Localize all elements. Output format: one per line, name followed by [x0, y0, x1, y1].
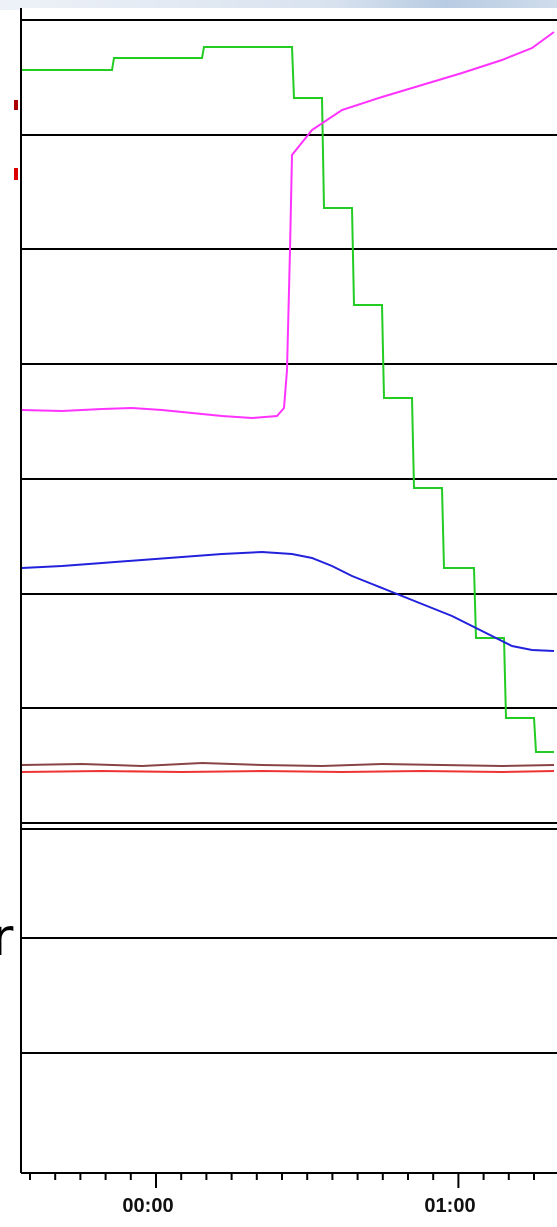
series-line-0: [22, 46, 554, 753]
gridlines: [22, 19, 557, 1054]
window-top-strip: [0, 0, 557, 10]
x-axis-labels: 00:00 01:00: [122, 1195, 475, 1217]
x-tick-label-0100: 01:00: [424, 1195, 475, 1217]
cropped-glyph: r: [0, 908, 14, 968]
series-line-2: [21, 550, 555, 652]
marker-mark: [14, 100, 18, 110]
series-line-3: [21, 769, 555, 774]
x-axis-ticks: [29, 1173, 535, 1188]
series-line-1: [21, 31, 555, 420]
x-tick-label-0000: 00:00: [122, 1195, 173, 1217]
series-line-4: [21, 761, 555, 768]
series-layer: [21, 31, 555, 774]
marker-mark: [14, 168, 18, 180]
plot-area: [22, 8, 557, 1173]
left-edge-marks: [14, 100, 18, 180]
